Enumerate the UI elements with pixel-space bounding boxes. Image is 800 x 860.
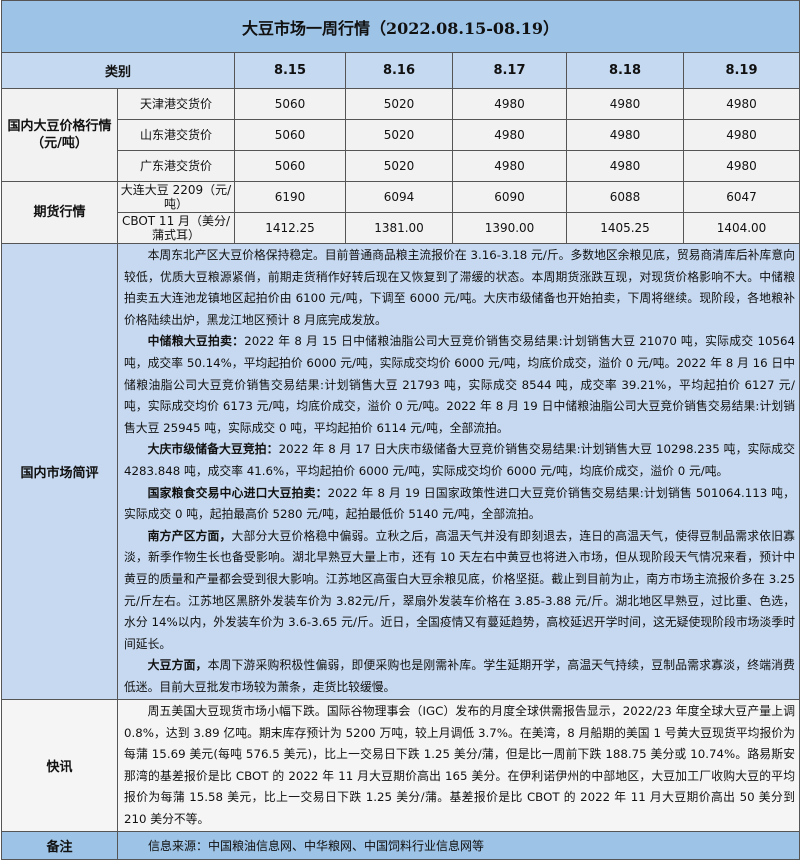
cell: 6047 — [683, 181, 800, 213]
row-label: 天津港交货价 — [117, 88, 235, 120]
cell: 6088 — [566, 181, 684, 213]
cell: 1404.00 — [683, 212, 800, 244]
cell: 4980 — [683, 119, 800, 151]
domestic-price-label: 国内大豆价格行情（元/吨） — [1, 88, 118, 182]
cell: 1412.25 — [234, 212, 346, 244]
header-category: 类别 — [1, 52, 235, 89]
note-label: 备注 — [1, 830, 118, 860]
table-title: 大豆市场一周行情（2022.08.15-08.19） — [1, 0, 800, 53]
cell: 4980 — [683, 88, 800, 120]
commentary-label: 国内市场简评 — [1, 242, 118, 701]
cell: 5060 — [234, 119, 346, 151]
header-date: 8.16 — [345, 52, 453, 89]
cell: 4980 — [452, 88, 567, 120]
table-row: CBOT 11 月（美分/蒲式耳） 1412.25 1381.00 1390.0… — [2, 212, 800, 244]
cell: 5060 — [234, 150, 346, 182]
paragraph: 本周东北产区大豆价格保持稳定。目前普通商品粮主流报价在 3.16-3.18 元/… — [124, 248, 795, 327]
cell: 6090 — [452, 181, 567, 213]
table-row: 期货行情 大连大豆 2209（元/吨） 6190 6094 6090 6088 … — [1, 181, 800, 244]
note-source: 信息来源：中国粮油信息网、中华粮网、中国饲料行业信息网等 — [117, 830, 800, 860]
row-label: CBOT 11 月（美分/蒲式耳） — [117, 212, 235, 244]
commentary-text: 本周东北产区大豆价格保持稳定。目前普通商品粮主流报价在 3.16-3.18 元/… — [117, 242, 800, 701]
header-date: 8.17 — [452, 52, 567, 89]
news-label: 快讯 — [1, 699, 118, 832]
row-label: 大连大豆 2209（元/吨） — [117, 181, 235, 213]
cell: 1390.00 — [452, 212, 567, 244]
cell: 4980 — [452, 119, 567, 151]
header-date: 8.18 — [566, 52, 684, 89]
paragraph: 大豆方面，本周下游采购积极性偏弱，即便采购也是刚需补库。学生延期开学，高温天气持… — [124, 658, 795, 694]
header-date: 8.19 — [683, 52, 800, 89]
cell: 6094 — [345, 181, 453, 213]
cell: 5060 — [234, 88, 346, 120]
cell: 4980 — [566, 88, 684, 120]
cell: 5020 — [345, 119, 453, 151]
cell: 4980 — [683, 150, 800, 182]
news-text: 周五美国大豆现货市场小幅下跌。国际谷物理事会（IGC）发布的月度全球供需报告显示… — [117, 699, 800, 832]
row-label: 山东港交货价 — [117, 119, 235, 151]
cell: 4980 — [566, 150, 684, 182]
paragraph: 中储粮大豆拍卖：2022 年 8 月 15 日中储粮油脂公司大豆竞价销售交易结果… — [124, 334, 795, 435]
table-row: 广东港交货价 5060 5020 4980 4980 4980 — [2, 150, 800, 182]
cell: 6190 — [234, 181, 346, 213]
paragraph: 大庆市级储备大豆竞拍：2022 年 8 月 17 日大庆市级储备大豆竞价销售交易… — [124, 442, 795, 478]
paragraph: 南方产区方面，大部分大豆价格稳中偏弱。立秋之后，高温天气并没有即刻退去，连日的高… — [124, 528, 795, 651]
paragraph: 国家粮食交易中心进口大豆拍卖：2022 年 8 月 19 日国家政策性进口大豆竞… — [124, 485, 795, 522]
row-label: 广东港交货价 — [117, 150, 235, 182]
table-row: 国内大豆价格行情（元/吨） 天津港交货价 5060 5020 4980 4980… — [1, 88, 800, 182]
cell: 4980 — [452, 150, 567, 182]
header-date: 8.15 — [234, 52, 346, 89]
cell: 5020 — [345, 150, 453, 182]
cell: 5020 — [345, 88, 453, 120]
cell: 1405.25 — [566, 212, 684, 244]
table-row: 山东港交货价 5060 5020 4980 4980 4980 — [2, 119, 800, 151]
cell: 1381.00 — [345, 212, 453, 244]
futures-label: 期货行情 — [1, 181, 118, 244]
cell: 4980 — [566, 119, 684, 151]
